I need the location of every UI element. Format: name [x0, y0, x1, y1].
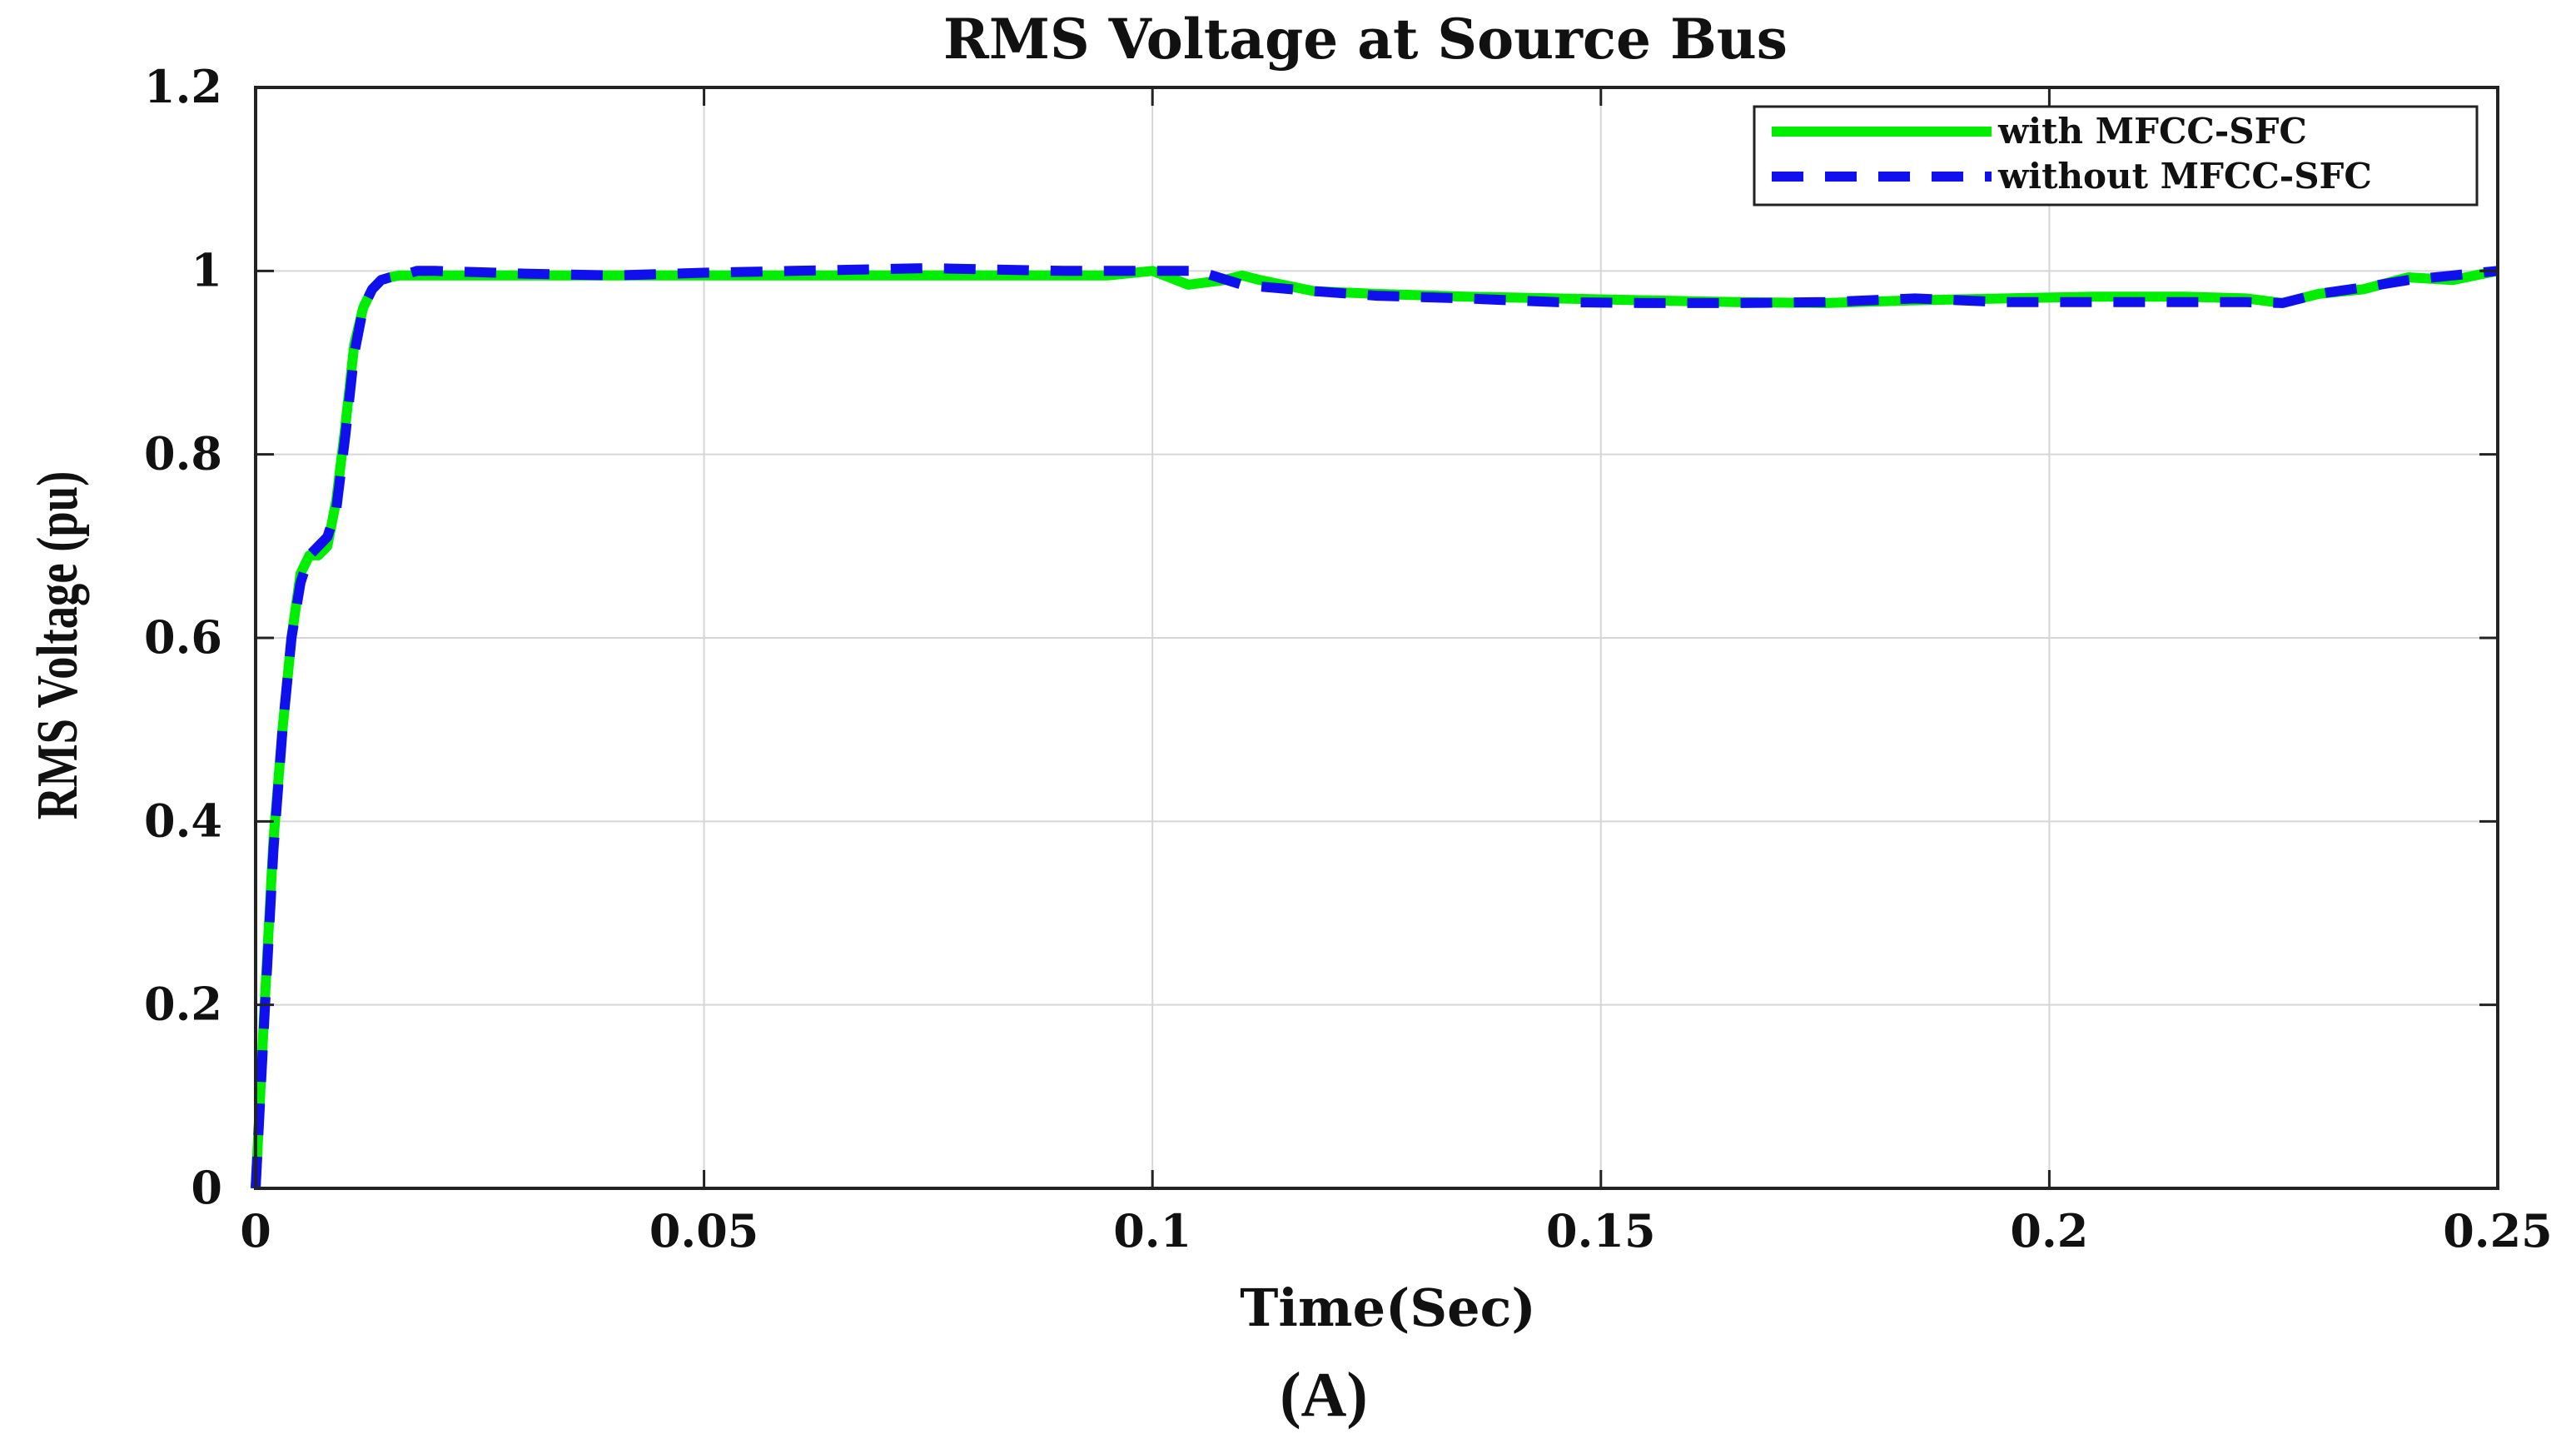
legend: with MFCC-SFC without MFCC-SFC: [1753, 105, 2479, 207]
y-tick-label: 0.6: [144, 610, 222, 664]
y-tick-labels: 0 0.2 0.4 0.6 0.8 1 1.2: [144, 60, 222, 1214]
tick-marks: [254, 86, 2499, 1190]
x-axis-label: Time(Sec): [1240, 1277, 1535, 1338]
plot-area: [251, 86, 2499, 1190]
x-tick-label: 0.2: [2010, 1204, 2088, 1257]
y-tick-label: 0.2: [144, 978, 222, 1031]
x-tick-label: 0.1: [1113, 1204, 1191, 1257]
x-tick-label: 0.05: [649, 1204, 759, 1257]
y-tick-label: 0.4: [144, 794, 222, 847]
x-tick-label: 0.15: [1546, 1204, 1656, 1257]
x-tick-label: 0: [240, 1204, 271, 1257]
x-tick-labels: 0 0.05 0.1 0.15 0.2 0.25: [240, 1204, 2553, 1257]
series-layer: [251, 263, 2499, 1189]
legend-label-without-mfcc-sfc: without MFCC-SFC: [1997, 156, 2372, 197]
x-tick-label: 0.25: [2443, 1204, 2553, 1257]
legend-label-with-mfcc-sfc: with MFCC-SFC: [1997, 111, 2307, 152]
y-tick-label: 0.8: [144, 427, 222, 480]
legend-box: [1753, 105, 2479, 207]
y-tick-label: 1.2: [144, 60, 222, 113]
figure-caption: (A): [1280, 1360, 1368, 1430]
y-tick-label: 1: [191, 243, 222, 296]
y-tick-label: 0: [191, 1161, 222, 1214]
series-line-without-mfcc-sfc: [251, 263, 2499, 1189]
chart-title: RMS Voltage at Source Bus: [943, 7, 1788, 72]
y-axis-label: RMS Voltage (pu): [25, 471, 90, 820]
